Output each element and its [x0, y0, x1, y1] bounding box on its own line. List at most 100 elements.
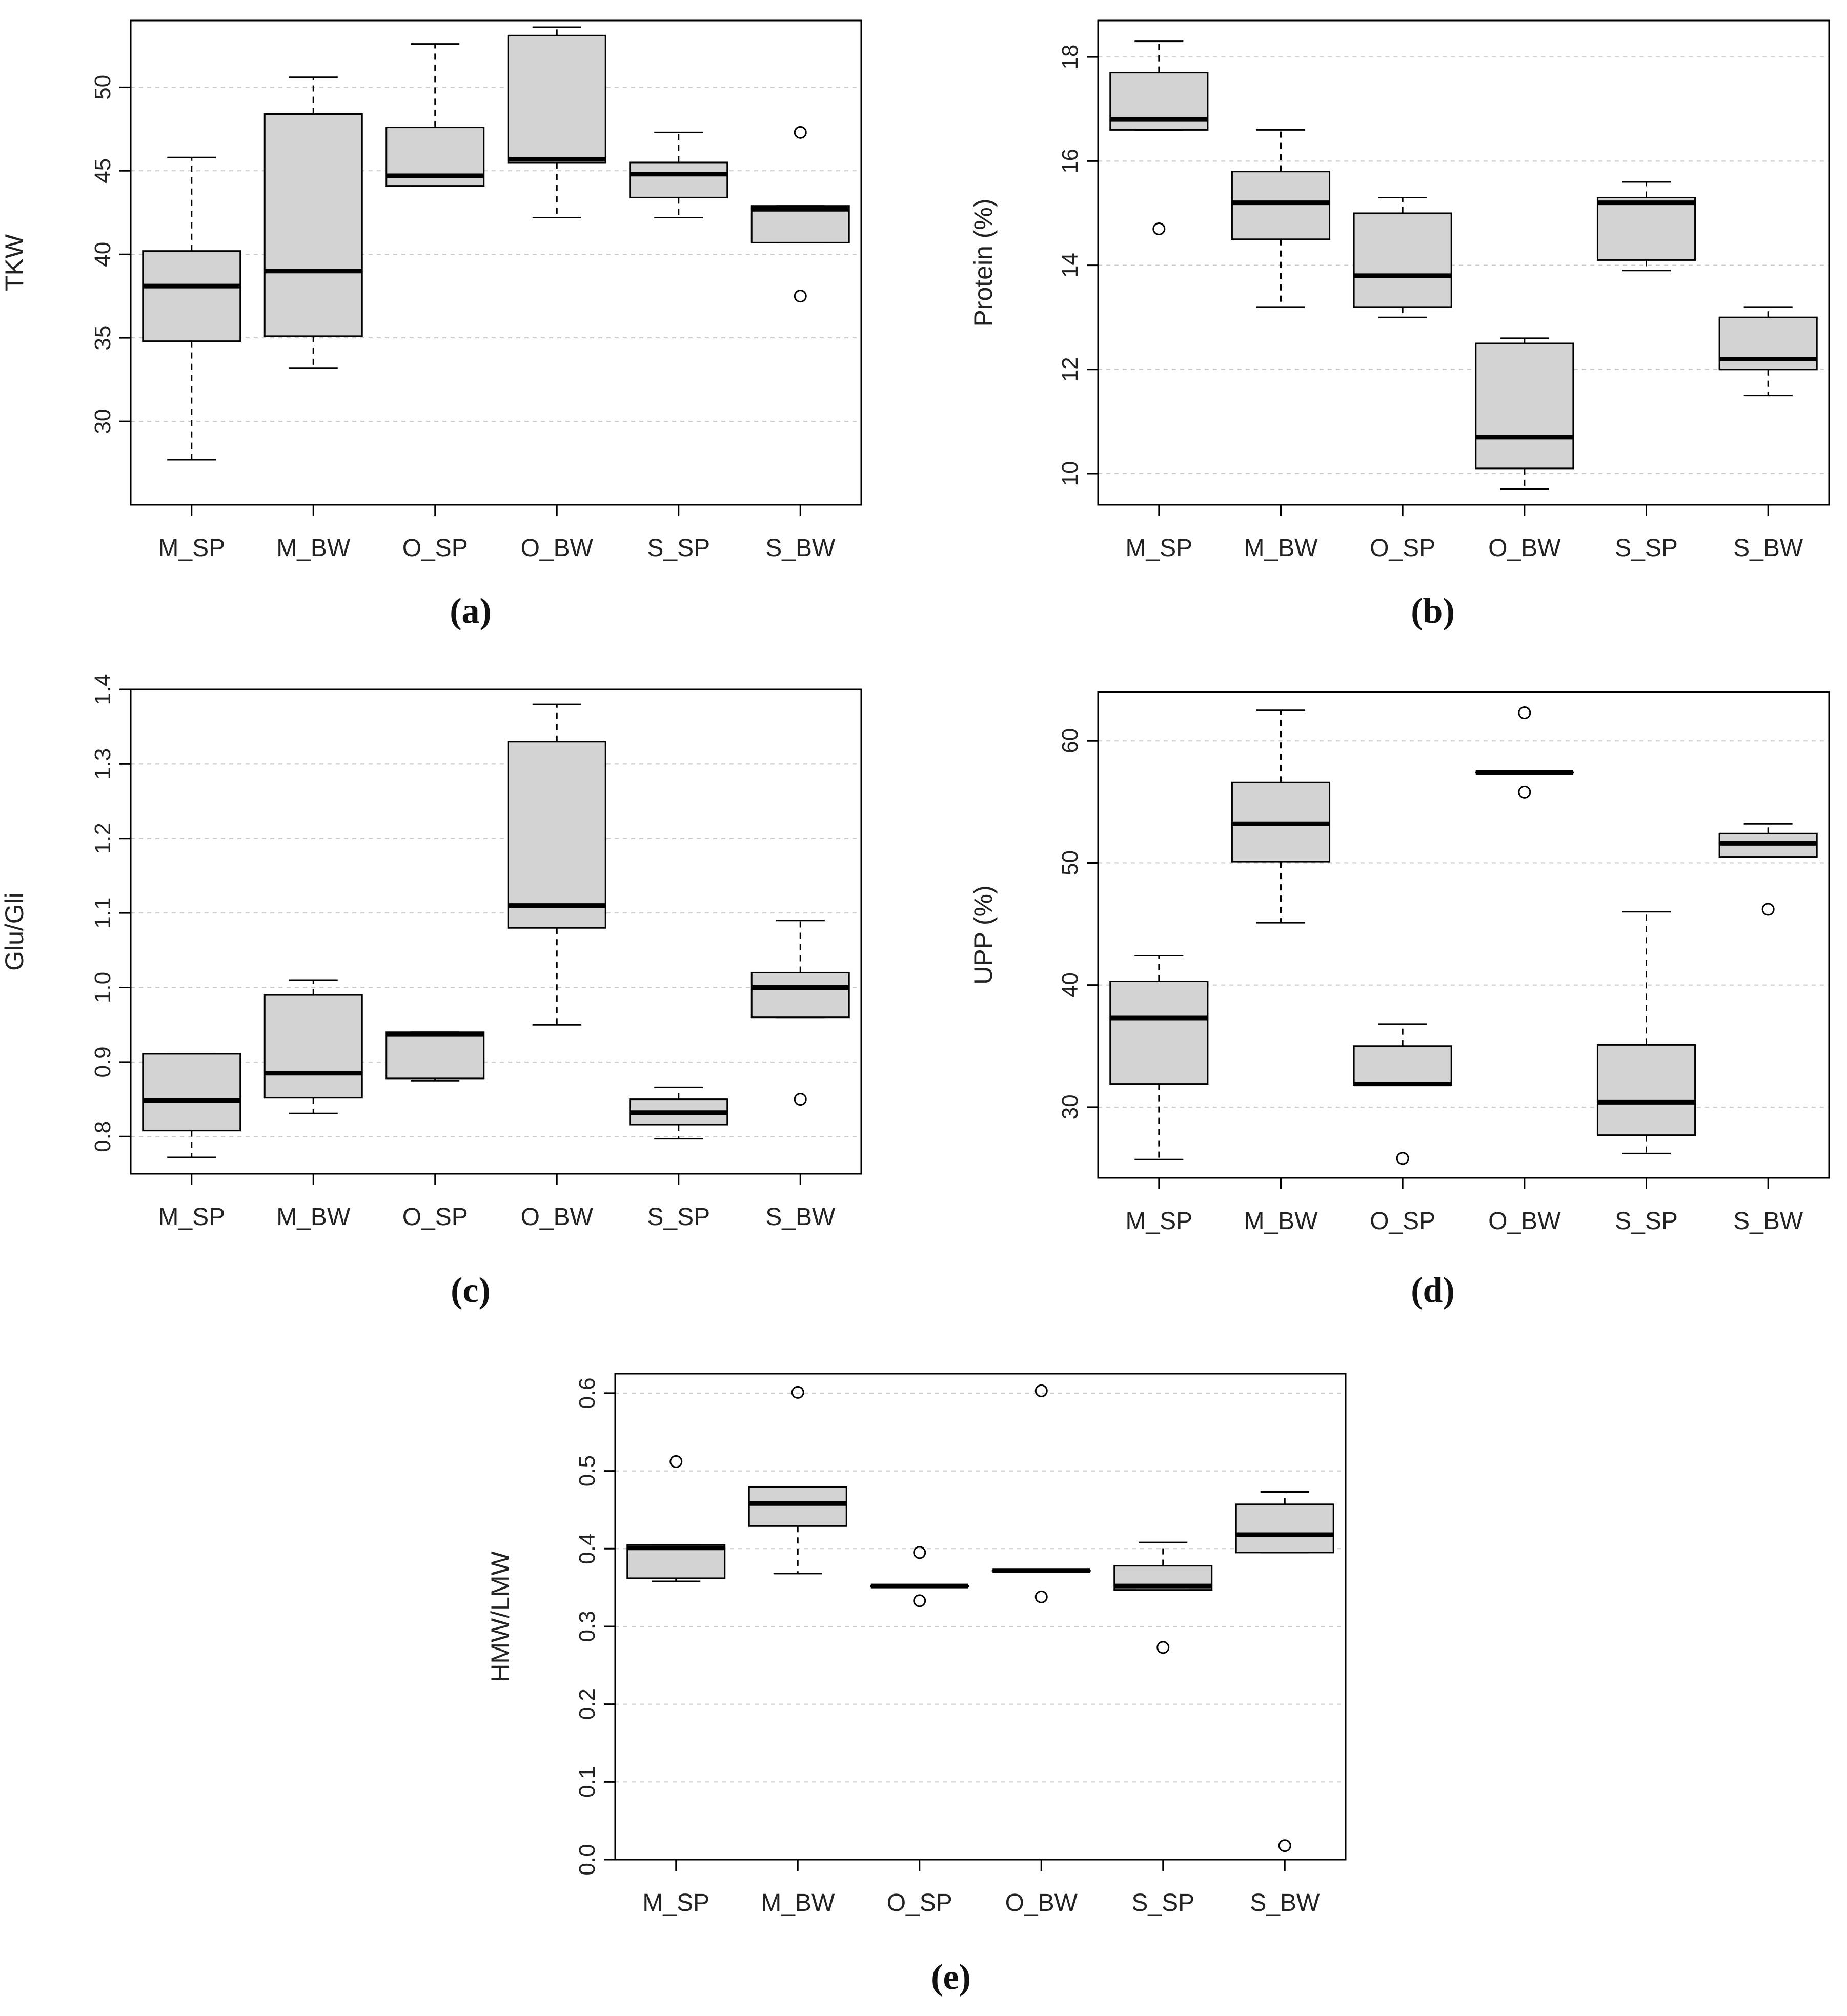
xtick-label-a-0: M_SP: [158, 535, 225, 562]
outlier-b-0-0: [1152, 222, 1166, 235]
outlier-e-5-0: [1278, 1839, 1291, 1852]
box-body-b-4: [1596, 196, 1696, 261]
ytick-label-e-6: 0.6: [575, 1377, 600, 1409]
xtick-label-b-2: O_SP: [1370, 535, 1435, 562]
box-b-3: [1475, 337, 1574, 491]
ytick-label-c-2: 1.0: [90, 972, 115, 1003]
box-b-1: [1231, 129, 1331, 308]
xtick-label-b-1: M_BW: [1244, 535, 1318, 562]
ytick-label-a-3: 45: [90, 158, 115, 184]
box-b-2: [1353, 196, 1452, 318]
ytick-label-a-1: 35: [90, 325, 115, 351]
ytick-label-c-0: 0.8: [90, 1121, 115, 1152]
xtick-label-d-0: M_SP: [1125, 1208, 1192, 1235]
ytick-label-d-1: 40: [1058, 972, 1083, 997]
panel-label-a: (a): [450, 592, 492, 631]
box-e-0: [626, 1455, 726, 1582]
xtick-label-b-4: S_SP: [1615, 535, 1678, 562]
xtick-label-c-4: S_SP: [647, 1204, 710, 1231]
box-c-5: [750, 920, 850, 1106]
xtick-label-a-2: O_SP: [402, 535, 468, 562]
box-a-3: [507, 26, 606, 219]
outlier-d-2-0: [1396, 1152, 1409, 1165]
box-d-5: [1718, 823, 1818, 916]
ytick-label-b-2: 14: [1058, 253, 1083, 278]
plot-frame-e: [614, 1373, 1347, 1861]
ytick-label-e-5: 0.5: [575, 1455, 600, 1486]
box-c-4: [629, 1086, 728, 1140]
ytick-label-a-2: 40: [90, 242, 115, 267]
ytick-label-d-3: 60: [1058, 728, 1083, 754]
box-d-1: [1231, 709, 1331, 924]
box-c-0: [142, 1053, 241, 1158]
outlier-e-2-0: [913, 1546, 926, 1559]
outlier-e-4-0: [1156, 1641, 1170, 1654]
xtick-label-a-4: S_SP: [647, 535, 710, 562]
ytick-label-b-0: 10: [1058, 461, 1083, 486]
box-a-5: [750, 126, 850, 303]
xtick-label-a-5: S_BW: [765, 535, 836, 562]
xtick-label-d-2: O_SP: [1370, 1208, 1435, 1235]
panel-label-c: (c): [451, 1271, 491, 1310]
xtick-label-e-2: O_SP: [887, 1889, 952, 1917]
plot-frame-d: [1097, 691, 1830, 1179]
box-e-2: [870, 1546, 969, 1607]
xtick-label-c-0: M_SP: [158, 1204, 225, 1231]
outlier-d-3-0: [1518, 706, 1531, 719]
outlier-a-5-1: [794, 290, 807, 303]
xtick-label-d-3: O_BW: [1488, 1208, 1561, 1235]
xtick-label-e-1: M_BW: [761, 1889, 835, 1917]
xtick-label-c-5: S_BW: [765, 1204, 836, 1231]
box-d-4: [1596, 911, 1696, 1154]
plot-frame-a: [130, 19, 862, 506]
ytick-label-b-3: 16: [1058, 149, 1083, 174]
box-body-c-1: [263, 994, 363, 1099]
box-a-1: [263, 76, 363, 369]
box-body-c-5: [750, 971, 850, 1019]
ytick-label-a-4: 50: [90, 75, 115, 100]
box-c-3: [507, 703, 606, 1026]
boxplot-c: 0.8 0.9 1.0 1.1 1.2 1.3 1.4 M_SP M_BW O_SP O_BW S_S…: [90, 674, 862, 1231]
box-body-a-5: [750, 205, 850, 243]
box-b-5: [1718, 306, 1818, 397]
box-body-e-5: [1235, 1503, 1334, 1554]
ytick-label-c-5: 1.3: [90, 748, 115, 780]
ytick-label-e-4: 0.4: [575, 1533, 600, 1564]
boxplot-b: 10 12 14 16 18 M_SP M_BW O_SP O_BW S_SP S_BW: [1058, 19, 1830, 562]
ytick-label-b-4: 18: [1058, 45, 1083, 70]
ytick-label-e-0: 0.0: [575, 1844, 600, 1875]
box-body-c-2: [385, 1031, 485, 1080]
xtick-label-c-1: M_BW: [276, 1204, 351, 1231]
boxplot-a: 30 35 40 45 50 M_SP M_BW O_SP O_BW S_SP S_BW: [90, 19, 862, 562]
xtick-label-a-1: M_BW: [276, 535, 351, 562]
outlier-c-5-0: [794, 1093, 807, 1106]
box-body-d-0: [1109, 981, 1209, 1085]
ytick-label-c-1: 0.9: [90, 1046, 115, 1077]
ytick-label-c-3: 1.1: [90, 898, 115, 929]
panel-label-b: (b): [1411, 592, 1455, 631]
xtick-label-e-0: M_SP: [642, 1889, 709, 1917]
xtick-label-c-2: O_SP: [402, 1204, 468, 1231]
ytick-label-d-2: 50: [1058, 850, 1083, 875]
ytick-label-c-4: 1.2: [90, 823, 115, 854]
xtick-label-b-5: S_BW: [1733, 535, 1803, 562]
panel-label-d: (d): [1411, 1271, 1455, 1310]
box-body-b-1: [1231, 171, 1331, 240]
plot-frame-c: [130, 688, 862, 1175]
box-d-3: [1475, 706, 1574, 799]
box-a-4: [629, 131, 728, 219]
boxplot-e: 0.0 0.1 0.2 0.3 0.4 0.5 0.6 M_SP M_BW O_SP O_BW S_S…: [575, 1373, 1347, 1917]
outlier-e-1-0: [791, 1386, 804, 1399]
box-body-b-3: [1475, 342, 1574, 470]
panel-d: 30 40 50 60 M_SP M_BW O_SP O_BW S_SP S_BW UPP (%)…: [969, 691, 1830, 1310]
box-d-2: [1353, 1023, 1452, 1165]
box-b-0: [1109, 40, 1209, 235]
xtick-label-c-3: O_BW: [521, 1204, 594, 1231]
outlier-e-3-1: [1034, 1590, 1048, 1603]
ytick-label-e-1: 0.1: [575, 1766, 600, 1798]
box-e-4: [1113, 1541, 1213, 1654]
ytick-label-c-6: 1.4: [90, 674, 115, 705]
xtick-label-a-3: O_BW: [521, 535, 594, 562]
box-body-e-1: [748, 1486, 847, 1527]
